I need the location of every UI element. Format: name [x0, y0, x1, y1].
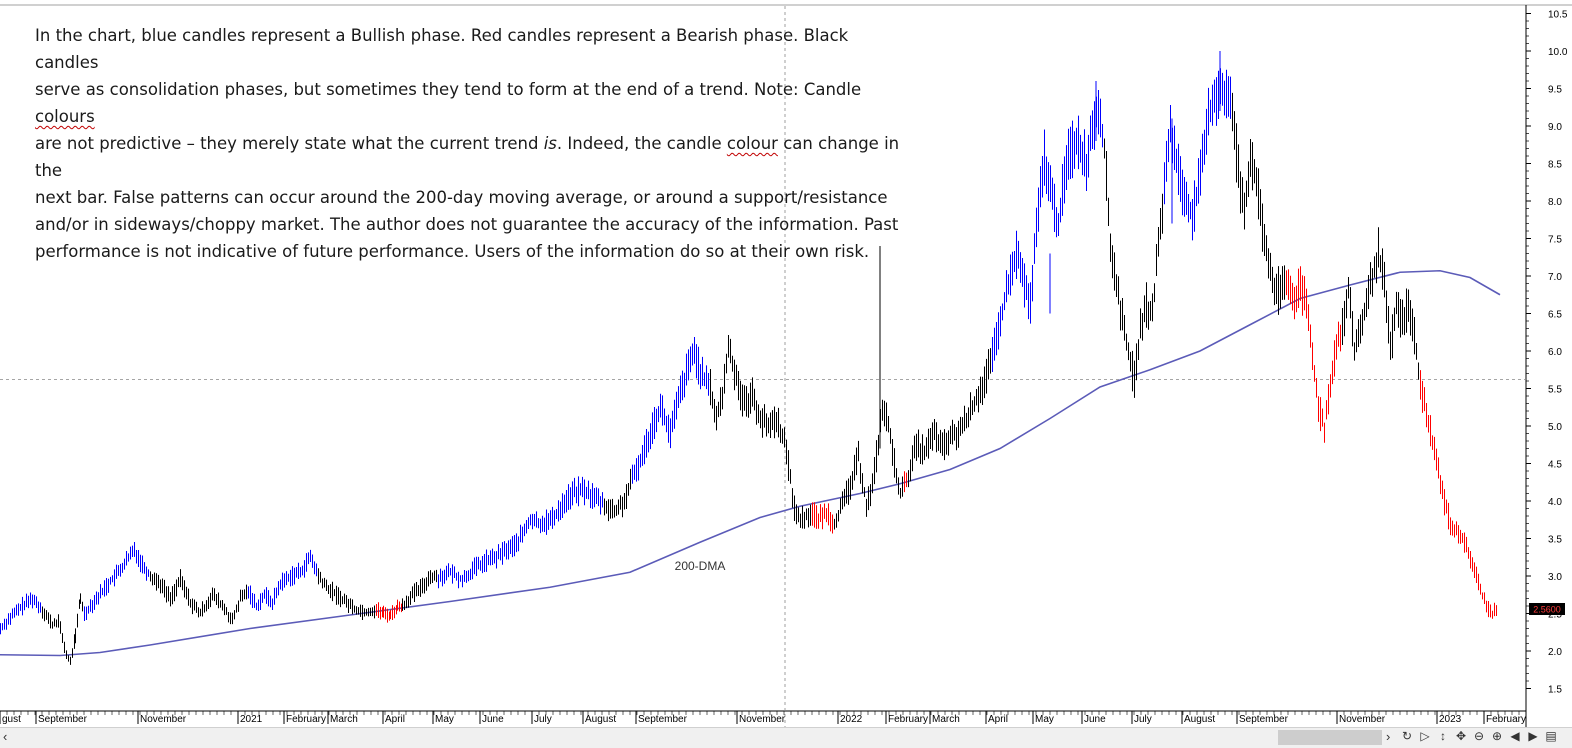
y-tick-label: 3.0 — [1548, 572, 1562, 583]
word-is: is — [543, 134, 557, 153]
y-tick-label: 8.0 — [1548, 197, 1562, 208]
draw-tool-icon[interactable]: ▷ — [1420, 729, 1430, 743]
y-tick-label: 9.0 — [1548, 122, 1562, 133]
y-tick-label: 6.0 — [1548, 347, 1562, 358]
last-price-tag — [1529, 603, 1565, 615]
y-tick-label: 6.5 — [1548, 310, 1562, 321]
x-tick-label: September — [1239, 714, 1289, 725]
x-tick-label: gust — [2, 714, 21, 725]
x-tick-label: August — [585, 714, 616, 725]
refresh-icon[interactable]: ↻ — [1401, 729, 1413, 743]
y-tick-label: 5.5 — [1548, 385, 1562, 396]
y-tick-label: 4.0 — [1548, 497, 1562, 508]
disclaimer-line-3c: can change in the — [35, 134, 900, 180]
x-tick-label: July — [534, 714, 552, 725]
y-tick-label: 9.5 — [1548, 85, 1562, 96]
last-price-label: 2.5600 — [1533, 605, 1561, 615]
y-tick-label: 8.5 — [1548, 160, 1562, 171]
scroll-back-icon[interactable]: ◀ — [1510, 729, 1520, 743]
move-icon[interactable]: ✥ — [1455, 729, 1467, 743]
disclaimer-line-3b: . Indeed, the candle — [556, 134, 727, 153]
disclaimer-line-5: and/or in sideways/choppy market. The au… — [35, 215, 899, 234]
x-tick-label: February — [286, 714, 326, 725]
disclaimer-line-3: are not predictive – they merely state w… — [35, 130, 905, 184]
x-tick-label: March — [932, 714, 960, 725]
ma-annotation: 200-DMA — [675, 559, 726, 573]
disclaimer-line-2: serve as consolidation phases, but somet… — [35, 76, 905, 130]
y-tick-label: 5.0 — [1548, 422, 1562, 433]
y-tick-label: 7.0 — [1548, 272, 1562, 283]
vertical-resize-icon[interactable]: ↕ — [1440, 729, 1446, 743]
x-tick-label: April — [385, 714, 405, 725]
x-tick-label: April — [988, 714, 1008, 725]
disclaimer-line-2-text: serve as consolidation phases, but somet… — [35, 80, 862, 99]
x-tick-label: February — [888, 714, 928, 725]
zoom-out-icon[interactable]: ⊖ — [1473, 729, 1485, 743]
y-tick-label: 3.5 — [1548, 535, 1562, 546]
disclaimer-line-6: performance is not indicative of future … — [35, 242, 870, 261]
x-tick-label: June — [482, 714, 504, 725]
scrollbar-thumb[interactable] — [1278, 730, 1382, 745]
x-tick-label: November — [140, 714, 187, 725]
y-tick-label: 10.5 — [1548, 10, 1568, 21]
disclaimer-line-3a: are not predictive – they merely state w… — [35, 134, 544, 153]
moving-average-line — [0, 269, 1501, 657]
x-tick-label: 2021 — [240, 714, 263, 725]
x-tick-label: September — [638, 714, 688, 725]
y-tick-label: 10.0 — [1548, 47, 1568, 58]
x-tick-label: November — [1339, 714, 1386, 725]
x-tick-label: August — [1184, 714, 1215, 725]
disclaimer-text: In the chart, blue candles represent a B… — [35, 22, 905, 265]
x-tick-label: February — [1486, 714, 1526, 725]
y-tick-label: 4.5 — [1548, 460, 1562, 471]
y-tick-label: 2.0 — [1548, 647, 1562, 658]
scroll-forward-icon[interactable]: ▶ — [1528, 729, 1538, 743]
x-tick-label: July — [1134, 714, 1152, 725]
word-colours: colours — [35, 107, 95, 126]
x-tick-label: 2022 — [840, 714, 863, 725]
y-tick-label: 7.5 — [1548, 235, 1562, 246]
x-tick-label: March — [330, 714, 358, 725]
word-colour: colour — [726, 134, 778, 153]
disclaimer-line-4: next bar. False patterns can occur aroun… — [35, 188, 888, 207]
horizontal-scrollbar[interactable]: ‹ › ↻ ▷ ↕ ✥ ⊖ ⊕ ◀ ▶ ▤ — [0, 727, 1572, 748]
x-tick-label: May — [435, 714, 454, 725]
disclaimer-line-1: In the chart, blue candles represent a B… — [35, 26, 849, 72]
x-tick-label: June — [1084, 714, 1106, 725]
x-tick-label: 2023 — [1439, 714, 1462, 725]
y-tick-label: 1.5 — [1548, 685, 1562, 696]
x-tick-label: November — [739, 714, 786, 725]
properties-icon[interactable]: ▤ — [1545, 729, 1557, 743]
x-tick-label: September — [38, 714, 88, 725]
zoom-in-icon[interactable]: ⊕ — [1491, 729, 1503, 743]
scroll-left-icon[interactable]: ‹ — [3, 729, 8, 744]
chart-toolbar: ↻ ▷ ↕ ✥ ⊖ ⊕ ◀ ▶ ▤ — [1400, 729, 1558, 747]
scroll-right-icon[interactable]: › — [1386, 729, 1391, 744]
x-tick-label: May — [1035, 714, 1054, 725]
